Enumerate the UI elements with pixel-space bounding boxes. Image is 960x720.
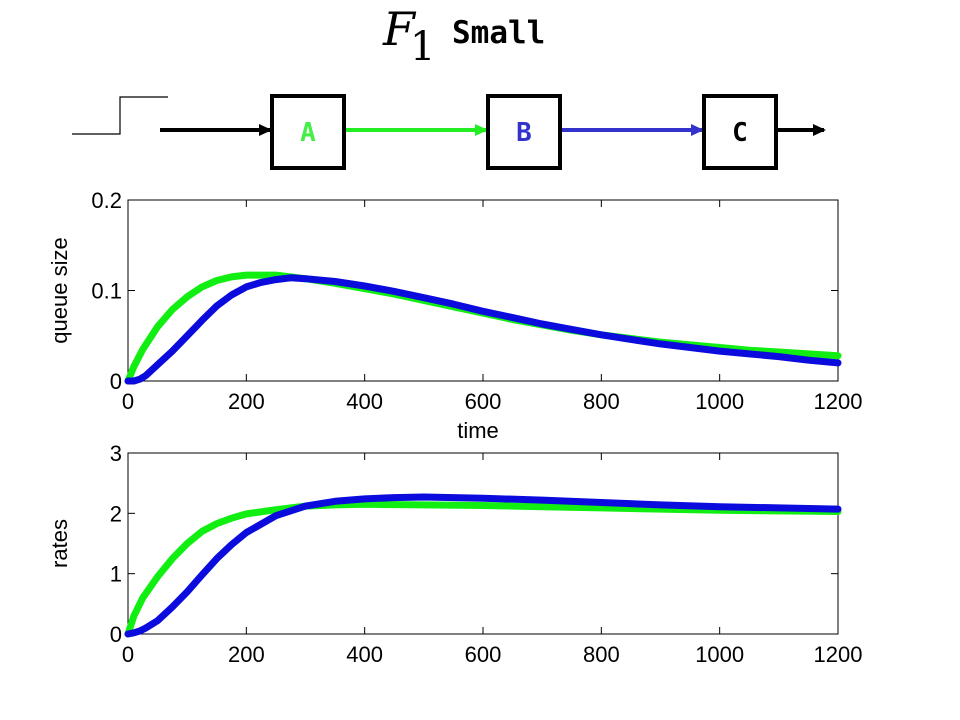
rates-ytick-label: 1	[110, 562, 122, 587]
rates-xtick-label: 200	[228, 642, 265, 667]
rates-xtick-label: 1200	[814, 642, 863, 667]
queue-size-xtick-label: 600	[465, 389, 502, 414]
figure-title: F 1 Small	[382, 2, 545, 70]
rates-ytick-label: 3	[110, 441, 122, 466]
queue-size-series-blue-line	[124, 274, 842, 385]
rates-series-blue-line	[124, 493, 842, 638]
queue-size-xtick-label: 0	[122, 389, 134, 414]
queue-size-ytick-label: 0.1	[91, 279, 122, 304]
title-text: Small	[452, 15, 545, 51]
queue-size-xtick-label: 1200	[814, 389, 863, 414]
rates-xtick-label: 600	[465, 642, 502, 667]
rates-xtick-label: 400	[346, 642, 383, 667]
rates-ytick-label: 0	[110, 622, 122, 647]
rates-plot: 0 200 400 600 800 1000 1200 0 1 2 3 rates	[47, 441, 862, 667]
node-b-label: B	[516, 118, 532, 148]
node-c-label: C	[732, 118, 748, 148]
queue-size-plot: 0 200 400 600 800 1000 1200 0 0.1 0.2 queue size ti…	[47, 188, 862, 443]
rates-xtick-label: 0	[122, 642, 134, 667]
queue-size-xlabel: time	[457, 418, 499, 443]
flow-diagram: A B C	[72, 94, 826, 170]
queue-size-xtick-label: 200	[228, 389, 265, 414]
node-a-label: A	[300, 118, 316, 148]
queue-size-xtick-label: 800	[583, 389, 620, 414]
rates-xtick-label: 1000	[695, 642, 744, 667]
rates-ylabel: rates	[47, 519, 72, 568]
step-function-icon	[72, 96, 168, 135]
title-subscript: 1	[410, 24, 435, 70]
queue-size-xtick-label: 1000	[695, 389, 744, 414]
queue-size-xtick-label: 400	[346, 389, 383, 414]
rates-series-green-line	[124, 500, 842, 638]
node-c-box	[702, 94, 778, 170]
title-symbol: F	[382, 2, 417, 56]
rates-xtick-label: 800	[583, 642, 620, 667]
queue-size-ylabel: queue size	[47, 237, 72, 343]
rates-ytick-label: 2	[110, 501, 122, 526]
node-a-box	[270, 94, 346, 170]
queue-size-ytick-label: 0.2	[91, 188, 122, 213]
queue-size-ytick-label: 0	[110, 369, 122, 394]
node-b-box	[486, 94, 562, 170]
